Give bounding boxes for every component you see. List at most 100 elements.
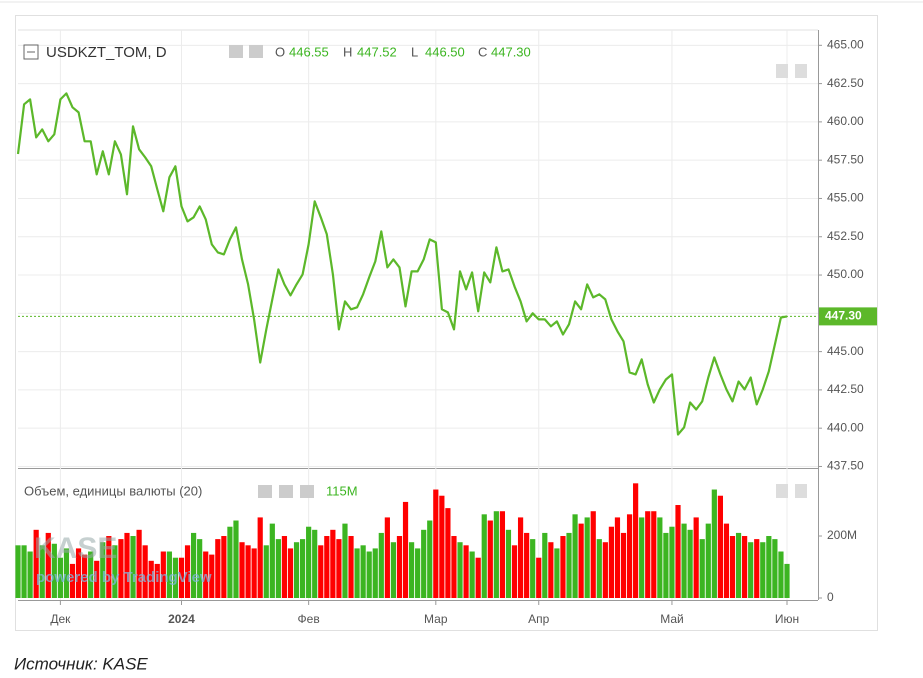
volume-bar [251, 548, 257, 598]
volume-bar [136, 529, 142, 598]
volume-bar [263, 545, 269, 598]
volume-title: Объем, единицы валюты (20) [24, 483, 202, 498]
volume-bar [705, 523, 711, 598]
volume-bar [51, 543, 57, 598]
volume-bar [681, 523, 687, 598]
last-price-box [819, 307, 877, 326]
volume-bar [439, 495, 445, 598]
volume-bar [499, 511, 506, 598]
volume-bar [457, 542, 463, 598]
volume-bar [675, 505, 681, 598]
volume-bar [614, 517, 621, 598]
volume-bar [687, 529, 693, 598]
scroll-icon[interactable] [795, 64, 807, 78]
volume-bar [493, 511, 499, 598]
scroll-icon[interactable] [795, 484, 807, 498]
volume-bar [772, 539, 778, 598]
volume-bar [215, 539, 221, 598]
volume-bar [45, 532, 51, 598]
volume-bar [590, 511, 596, 598]
volume-bar [281, 536, 288, 598]
ohlc-value: 447.52 [357, 44, 397, 59]
volume-bar [190, 532, 197, 598]
y-tick-label: 460.00 [827, 114, 864, 128]
volume-bar [257, 517, 263, 598]
symbol-title: USDKZT_TOM, D [46, 44, 167, 61]
volume-bar [88, 551, 94, 598]
volume-bar [106, 536, 112, 598]
volume-bar [663, 532, 669, 598]
settings-icon[interactable] [279, 485, 293, 498]
volume-bar [748, 542, 754, 598]
volume-bar [699, 539, 705, 598]
volume-bar [348, 536, 354, 598]
volume-bar [651, 511, 657, 598]
settings-icon[interactable] [229, 45, 243, 58]
close-icon[interactable] [300, 485, 314, 498]
volume-bar [312, 529, 318, 598]
volume-bar [94, 560, 100, 598]
volume-bar [536, 557, 542, 598]
volume-bar [729, 536, 736, 598]
volume-bar [390, 542, 397, 598]
volume-bar [39, 545, 45, 598]
volume-bar [511, 545, 518, 598]
y-tick-label: 462.50 [827, 76, 864, 90]
volume-bar [233, 520, 239, 598]
volume-bar [766, 536, 772, 598]
volume-bar [330, 529, 336, 598]
x-tick-label: 2024 [168, 612, 195, 626]
volume-bar [693, 517, 699, 598]
volume-bar [100, 542, 106, 598]
x-tick-label: Фев [298, 612, 320, 626]
volume-bar [172, 557, 179, 598]
volume-bar [33, 529, 39, 598]
volume-bar [542, 532, 548, 598]
watermark-logo: KASE [34, 532, 117, 565]
volume-bar [645, 511, 651, 598]
volume-bar [445, 508, 451, 598]
volume-bar [754, 539, 760, 598]
y-tick-label: 200M [827, 528, 857, 542]
volume-bar [287, 548, 294, 598]
settings-icon[interactable] [258, 485, 272, 498]
volume-bar [711, 489, 717, 598]
volume-bar [463, 545, 469, 598]
volume-bar [130, 536, 136, 598]
volume-bar [27, 551, 33, 598]
volume-bar [481, 514, 487, 598]
volume-bar [657, 517, 663, 598]
volume-bar [717, 495, 723, 598]
ohlc-value: 447.30 [491, 44, 531, 59]
volume-bar [142, 545, 148, 598]
volume-bar [548, 542, 554, 598]
volume-bar [75, 548, 82, 598]
scroll-icon[interactable] [776, 484, 788, 498]
volume-bar [112, 545, 118, 598]
volume-bar [384, 517, 390, 598]
ohlc-value: 446.50 [425, 44, 465, 59]
settings-icon[interactable] [249, 45, 263, 58]
y-tick-label: 457.50 [827, 152, 864, 166]
volume-bar [669, 526, 675, 598]
volume-bar [342, 523, 348, 598]
scroll-icon[interactable] [776, 64, 788, 78]
volume-bar [221, 536, 227, 598]
ohlc-key: H [343, 44, 352, 59]
volume-bar [427, 520, 433, 598]
volume-bar [742, 536, 748, 598]
volume-bar [354, 548, 360, 598]
x-tick-label: Июн [775, 612, 799, 626]
volume-bar [178, 557, 185, 598]
y-tick-label: 465.00 [827, 37, 864, 51]
x-tick-label: Апр [528, 612, 550, 626]
ohlc-key: C [478, 44, 487, 59]
y-tick-label: 440.00 [827, 420, 864, 434]
volume-bar [203, 551, 209, 598]
volume-bar [372, 548, 378, 598]
volume-bar [184, 545, 191, 598]
y-tick-label: 445.00 [827, 344, 864, 358]
y-tick-label: 455.00 [827, 191, 864, 205]
ohlc-key: L [411, 44, 418, 59]
caption: Источник: KASE [14, 654, 148, 673]
